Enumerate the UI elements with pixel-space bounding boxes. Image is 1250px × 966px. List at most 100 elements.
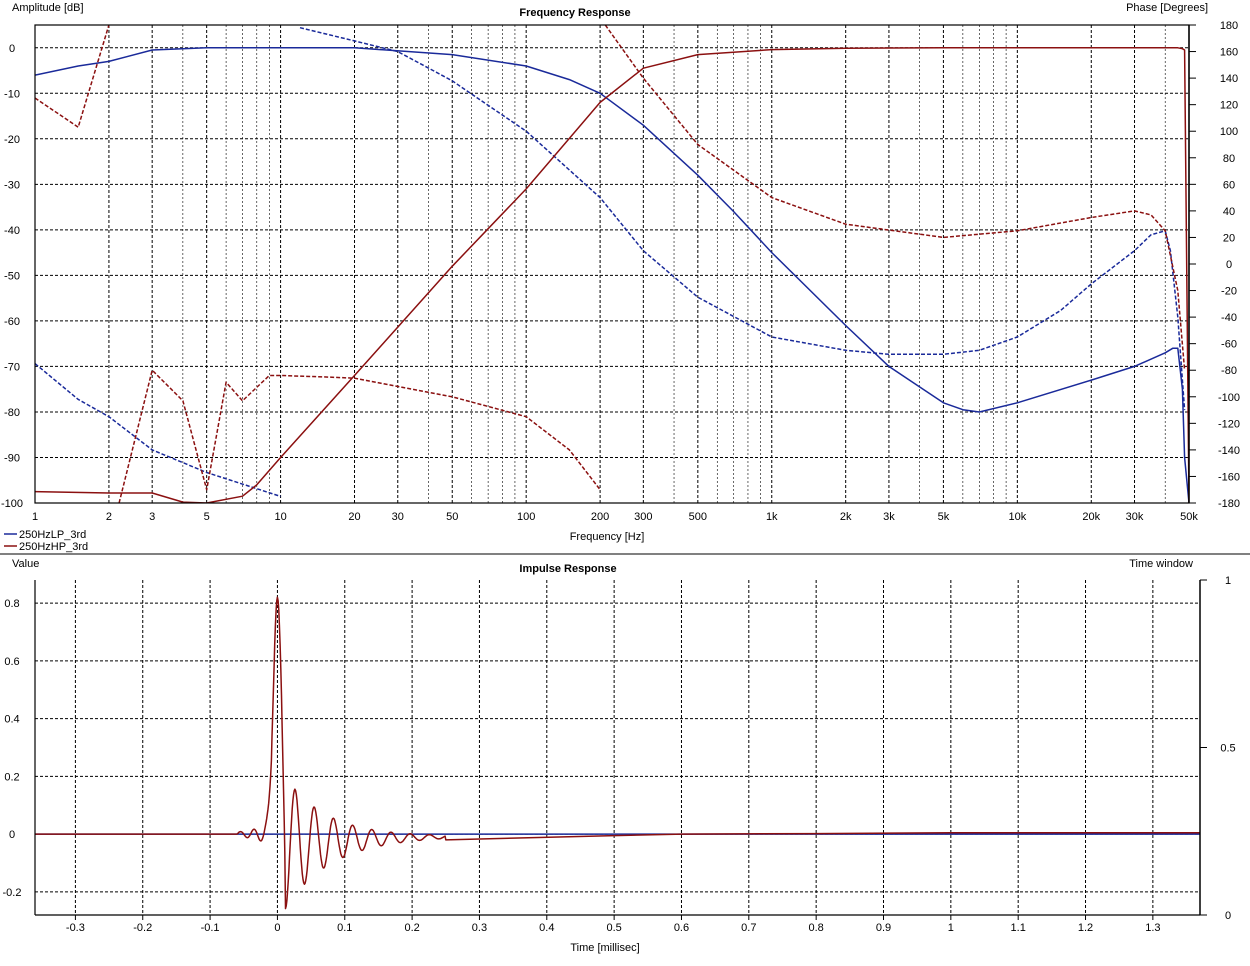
freq-x-tick-label: 200 — [591, 511, 609, 523]
freq-y-tick-label: -70 — [4, 361, 20, 373]
impulse-x-tick-label: 0.3 — [472, 922, 487, 934]
freq-y2-tick-label: 60 — [1223, 179, 1235, 191]
series-line-250HzHP_3rd — [35, 596, 1200, 910]
freq-x-tick-label: 20k — [1082, 511, 1100, 523]
impulse-x-tick-label: -0.1 — [201, 922, 220, 934]
series-line-250HzLP_3rd-amplitude — [35, 47, 1189, 503]
impulse-x-tick-label: -0.2 — [133, 922, 152, 934]
impulse-x-tick-label: 0.6 — [674, 922, 689, 934]
series-line-250HzLP_3rd-phase — [35, 363, 281, 498]
freq-x-tick-label: 5 — [204, 511, 210, 523]
freq-x-tick-label: 20 — [348, 511, 360, 523]
freq-y2-tick-label: 160 — [1220, 47, 1238, 59]
freq-y-tick-label: -20 — [4, 134, 20, 146]
freq-y-tick-label: -100 — [1, 498, 23, 510]
freq-x-tick-label: 2k — [840, 511, 852, 523]
freq-y2-tick-label: -60 — [1221, 339, 1237, 351]
impulse-x-tick-label: 0.1 — [337, 922, 352, 934]
impulse-x-label: Time [millisec] — [570, 942, 639, 954]
impulse-x-tick-label: 0.8 — [809, 922, 824, 934]
freq-y2-tick-label: 140 — [1220, 73, 1238, 85]
freq-y2-tick-label: -80 — [1221, 365, 1237, 377]
freq-x-tick-label: 10 — [274, 511, 286, 523]
impulse-x-tick-label: 0.9 — [876, 922, 891, 934]
freq-tick-labels: 0 -10 -20 -30 -40 -50 -60 -70 -80 -90 -100 1 2 3 5 10 20… — [1, 20, 1240, 523]
impulse-x-tick-label: 1.1 — [1011, 922, 1026, 934]
freq-y2-tick-label: -140 — [1218, 445, 1240, 457]
freq-y2-tick-label: 120 — [1220, 100, 1238, 112]
impulse-y-tick-label: 0 — [9, 829, 15, 841]
freq-x-tick-label: 1k — [766, 511, 778, 523]
impulse-y2-tick-label: 0.5 — [1220, 743, 1235, 755]
frequency-response-panel: Frequency Response Amplitude [dB] Phase … — [1, 2, 1240, 553]
impulse-grid — [35, 580, 1200, 915]
impulse-series — [35, 596, 1200, 910]
freq-y2-tick-label: -120 — [1218, 418, 1240, 430]
freq-x-tick-label: 30k — [1126, 511, 1144, 523]
series-line-250HzHP_3rd-phase — [118, 369, 601, 503]
impulse-y2-tick-label: 1 — [1225, 575, 1231, 587]
series-line-250HzHP_3rd-phase — [35, 25, 110, 128]
freq-y2-tick-label: 0 — [1226, 259, 1232, 271]
impulse-tick-labels: -0.3 -0.2 -0.1 0 0.1 0.2 0.3 0.4 0.5 0.6 0.7 0.8 0.9… — [3, 575, 1236, 934]
freq-y-tick-label: -10 — [4, 88, 20, 100]
freq-y2-tick-label: -20 — [1221, 286, 1237, 298]
freq-y2-tick-label: -100 — [1218, 392, 1240, 404]
freq-y2-tick-label: -40 — [1221, 312, 1237, 324]
freq-y2-tick-label: -180 — [1218, 498, 1240, 510]
legend-label-lp: 250HzLP_3rd — [19, 529, 86, 541]
impulse-y-tick-label: 0.6 — [4, 656, 19, 668]
freq-y2-tick-label: 100 — [1220, 126, 1238, 138]
freq-y-tick-label: -90 — [4, 452, 20, 464]
freq-x-tick-label: 10k — [1008, 511, 1026, 523]
freq-x-tick-label: 2 — [106, 511, 112, 523]
impulse-y2-tick-label: 0 — [1225, 910, 1231, 922]
freq-x-tick-label: 300 — [634, 511, 652, 523]
impulse-y-tick-label: -0.2 — [3, 887, 22, 899]
freq-y-tick-label: 0 — [9, 43, 15, 55]
impulse-y-label: Value — [12, 558, 39, 570]
freq-y-tick-label: -50 — [4, 270, 20, 282]
freq-y2-tick-label: 180 — [1220, 20, 1238, 32]
impulse-x-tick-label: 1.2 — [1078, 922, 1093, 934]
freq-series — [35, 25, 1189, 503]
impulse-x-tick-label: 0.5 — [606, 922, 621, 934]
freq-y2-tick-label: 40 — [1223, 206, 1235, 218]
impulse-y-tick-label: 0.8 — [4, 598, 19, 610]
freq-x-tick-label: 50 — [446, 511, 458, 523]
impulse-x-tick-label: 1.3 — [1145, 922, 1160, 934]
series-line-250HzLP_3rd-phase — [299, 26, 1186, 411]
freq-y-tick-label: -60 — [4, 316, 20, 328]
impulse-x-tick-label: 0.4 — [539, 922, 554, 934]
freq-x-label: Frequency [Hz] — [570, 531, 645, 543]
impulse-title: Impulse Response — [519, 563, 616, 575]
freq-x-tick-label: 500 — [689, 511, 707, 523]
impulse-response-panel: Impulse Response Value Time window Time … — [3, 558, 1236, 954]
freq-x-tick-label: 30 — [392, 511, 404, 523]
freq-y2-tick-label: -160 — [1218, 471, 1240, 483]
freq-y2-label: Phase [Degrees] — [1126, 2, 1208, 14]
freq-y-tick-label: -80 — [4, 407, 20, 419]
impulse-y2-label: Time window — [1129, 558, 1193, 570]
freq-x-tick-label: 100 — [517, 511, 535, 523]
freq-x-tick-label: 1 — [32, 511, 38, 523]
freq-x-tick-label: 50k — [1180, 511, 1198, 523]
legend-label-hp: 250HzHP_3rd — [19, 541, 88, 553]
freq-plot-frame — [34, 24, 1190, 504]
impulse-x-tick-label: 0.2 — [404, 922, 419, 934]
freq-y-label: Amplitude [dB] — [12, 2, 84, 14]
freq-x-tick-label: 3k — [883, 511, 895, 523]
legend: 250HzLP_3rd 250HzHP_3rd — [4, 529, 88, 553]
freq-y2-tick-label: 20 — [1223, 232, 1235, 244]
impulse-y-tick-label: 0.2 — [4, 771, 19, 783]
impulse-x-tick-label: 0 — [274, 922, 280, 934]
series-line-250HzHP_3rd-phase — [604, 25, 1186, 371]
freq-title: Frequency Response — [519, 7, 630, 19]
impulse-x-tick-label: 0.7 — [741, 922, 756, 934]
freq-grid — [34, 25, 1190, 504]
impulse-x-tick-label: -0.3 — [66, 922, 85, 934]
freq-y-tick-label: -40 — [4, 225, 20, 237]
impulse-x-tick-label: 1 — [948, 922, 954, 934]
freq-x-tick-label: 3 — [149, 511, 155, 523]
